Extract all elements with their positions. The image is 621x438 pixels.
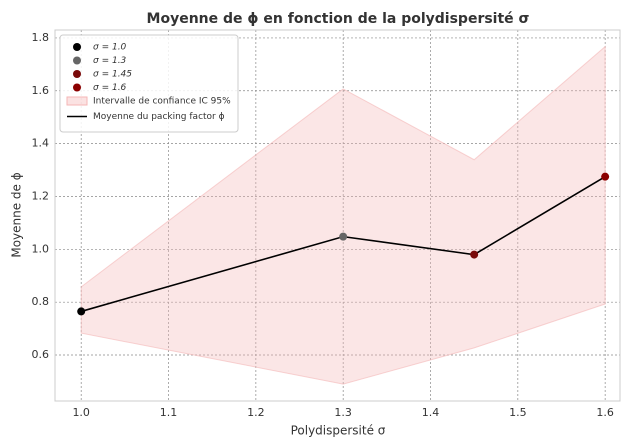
legend-band <box>66 96 88 106</box>
x-tick-label: 1.4 <box>422 406 440 419</box>
y-tick-label: 0.8 <box>32 295 50 308</box>
legend: σ = 1.0 σ = 1.3 σ = 1.45 σ = 1.6 Intervalle … <box>59 34 239 133</box>
legend-marker <box>73 70 81 78</box>
legend-marker <box>73 56 81 65</box>
y-tick-label: 1.2 <box>32 189 50 202</box>
x-tick-label: 1.3 <box>334 406 352 419</box>
data-point <box>601 172 610 181</box>
confidence-band <box>80 45 606 385</box>
legend-label: σ = 1.0 <box>93 43 127 53</box>
legend-marker <box>73 83 81 92</box>
legend-label: σ = 1.3 <box>93 56 127 66</box>
y-tick-label: 1.6 <box>32 84 50 97</box>
data-point <box>339 232 348 241</box>
x-tick-label: 1.6 <box>596 406 614 419</box>
data-point <box>77 307 86 316</box>
y-tick-label: 1.4 <box>32 137 50 150</box>
x-tick-label: 1.1 <box>160 406 178 419</box>
y-tick-label: 1.0 <box>32 242 50 255</box>
legend-label: σ = 1.6 <box>93 83 127 93</box>
chart-title: Moyenne de ϕ en fonction de la polydispe… <box>147 11 530 27</box>
y-tick-label: 0.6 <box>32 348 50 361</box>
y-axis-label: Moyenne de ϕ <box>10 172 24 257</box>
legend-label: σ = 1.45 <box>93 70 132 80</box>
legend-marker <box>73 43 81 51</box>
plot-frame <box>54 29 621 402</box>
legend-box <box>59 34 239 133</box>
legend-label: Intervalle de confiance IC 95% <box>93 97 231 107</box>
legend-label: Moyenne du packing factor ϕ <box>93 112 225 122</box>
data-point <box>470 250 479 259</box>
x-tick-label: 1.0 <box>72 406 90 419</box>
x-axis-label: Polydispersité σ <box>291 424 386 438</box>
mean-line <box>80 175 606 313</box>
x-tick-label: 1.5 <box>509 406 527 419</box>
x-tick-label: 1.2 <box>247 406 265 419</box>
y-tick-label: 1.8 <box>32 31 50 44</box>
